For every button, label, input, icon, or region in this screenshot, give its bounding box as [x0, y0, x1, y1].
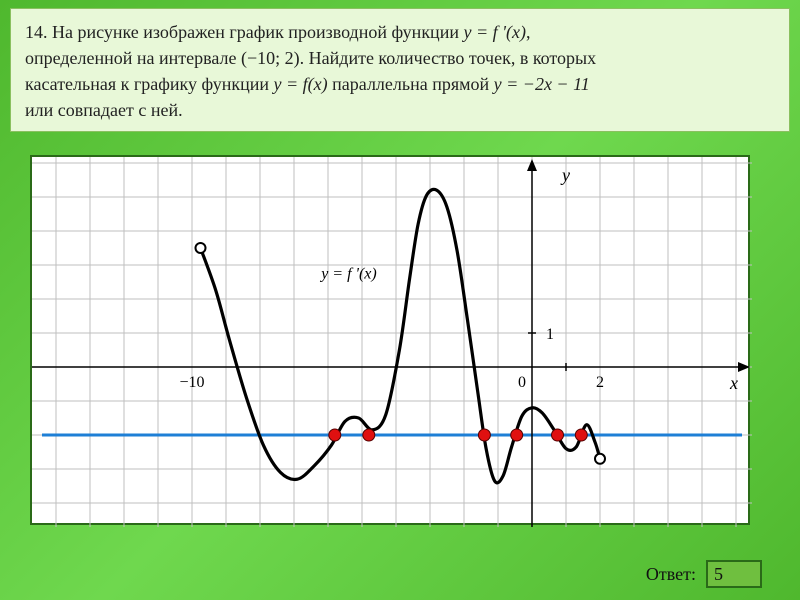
answer-label: Ответ:: [646, 564, 696, 585]
t1a: На рисунке изображен график производной …: [52, 22, 463, 42]
problem-card: 14. На рисунке изображен график производ…: [10, 8, 790, 132]
fn1: y = f '(x): [463, 22, 525, 42]
chart-svg: −10 0 2 1 x y y = f '(x): [32, 157, 752, 527]
x-tick-label: −10: [179, 374, 204, 391]
intersection-dot: [478, 429, 490, 441]
open-endpoint: [595, 454, 605, 464]
open-endpoint: [196, 243, 206, 253]
x-axis-label: x: [729, 373, 738, 393]
fn2: y = f(x): [274, 74, 328, 94]
t2: определенной на интервале (−10; 2). Найд…: [25, 48, 596, 68]
problem-text: 14. На рисунке изображен график производ…: [25, 19, 775, 123]
problem-number: 14.: [25, 22, 48, 42]
answer-row: Ответ: 5: [646, 560, 762, 588]
y-axis-label: y: [560, 165, 570, 185]
t3b: параллельна прямой: [328, 74, 494, 94]
t4: или совпадает с ней.: [25, 100, 183, 120]
eq: y = −2x − 11: [494, 74, 590, 94]
intersection-dot: [329, 429, 341, 441]
answer-box: 5: [706, 560, 762, 588]
x-tick-label: 2: [596, 374, 604, 391]
t1b: ,: [526, 22, 531, 42]
intersection-dot: [363, 429, 375, 441]
x-tick-label: 0: [518, 374, 526, 391]
answer-value: 5: [714, 564, 723, 585]
intersection-dot: [511, 429, 523, 441]
y-tick-label: 1: [546, 326, 554, 343]
curve-label: y = f '(x): [319, 266, 377, 283]
intersection-dot: [552, 429, 564, 441]
t3a: касательная к графику функции: [25, 74, 274, 94]
chart-container: −10 0 2 1 x y y = f '(x): [30, 155, 750, 525]
intersection-dot: [575, 429, 587, 441]
